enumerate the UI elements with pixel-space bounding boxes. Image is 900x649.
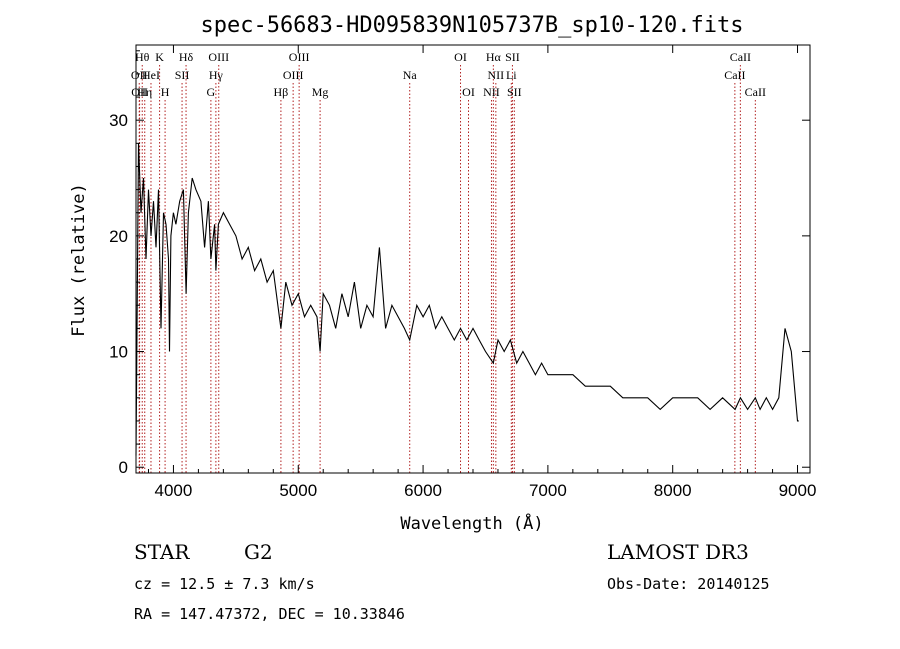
x-tick-label: 8000 — [654, 481, 692, 500]
line-marker-label: K — [155, 50, 164, 64]
x-tick-label: 4000 — [155, 481, 193, 500]
redshift-value: cz = 12.5 ± 7.3 km/s — [134, 575, 315, 593]
line-marker-label: Mg — [312, 85, 329, 99]
line-marker-label: CaII — [730, 50, 751, 64]
observation-date: Obs-Date: 20140125 — [607, 575, 770, 593]
line-marker-label: G — [207, 85, 216, 99]
line-marker-label: OII — [131, 85, 148, 99]
coordinates: RA = 147.47372, DEC = 10.33846 — [134, 605, 405, 623]
y-axis-ticks: 0 10 20 30 — [109, 50, 810, 477]
x-axis-ticks: 4000 5000 6000 7000 8000 9000 — [147, 45, 817, 500]
line-marker-label: CaII — [724, 68, 745, 82]
x-axis-label: Wavelength (Å) — [400, 512, 543, 534]
x-tick-label: 7000 — [529, 481, 567, 500]
line-marker-label: HeI — [142, 68, 160, 82]
line-marker-label: OIII — [283, 68, 304, 82]
line-marker-label: NII — [483, 85, 500, 99]
line-marker-label: Hθ — [135, 50, 150, 64]
object-subclass: G2 — [244, 540, 273, 564]
survey-name: LAMOST DR3 — [607, 540, 749, 564]
line-marker-label: Hα — [486, 50, 502, 64]
x-tick-label: 9000 — [779, 481, 817, 500]
line-marker-label: Hγ — [209, 68, 224, 82]
x-tick-label: 6000 — [404, 481, 442, 500]
spectrum-line — [135, 143, 799, 456]
line-marker-label: SII — [505, 50, 520, 64]
line-marker-label: SII — [175, 68, 190, 82]
line-marker-label: OI — [454, 50, 467, 64]
emission-line-labels: OII OII Hθ Hη HeI K H SII Hδ G Hγ OIII Hβ OIII OIII Mg N… — [131, 50, 766, 99]
chart-title: spec-56683-HD095839N105737B_sp10-120.fit… — [200, 13, 743, 38]
line-marker-label: OI — [462, 85, 475, 99]
line-marker-label: OIII — [208, 50, 229, 64]
line-marker-label: OIII — [289, 50, 310, 64]
line-marker-label: SII — [507, 85, 522, 99]
line-marker-label: H — [161, 85, 170, 99]
line-marker-label: CaII — [745, 85, 766, 99]
line-marker-label: OII — [131, 68, 148, 82]
object-class: STAR — [134, 540, 190, 564]
y-tick-label: 0 — [119, 458, 128, 477]
y-tick-label: 30 — [109, 111, 128, 130]
y-axis-label: Flux (relative) — [69, 183, 89, 337]
line-marker-label: Hδ — [179, 50, 194, 64]
y-tick-label: 10 — [109, 343, 128, 362]
line-marker-label: NII — [488, 68, 505, 82]
line-marker-label: Li — [506, 68, 517, 82]
x-tick-label: 5000 — [279, 481, 317, 500]
emission-line-markers — [138, 65, 756, 473]
line-marker-label: Na — [403, 68, 418, 82]
line-marker-label: Hη — [137, 85, 152, 99]
line-marker-label: Hβ — [274, 85, 289, 99]
y-tick-label: 20 — [109, 227, 128, 246]
